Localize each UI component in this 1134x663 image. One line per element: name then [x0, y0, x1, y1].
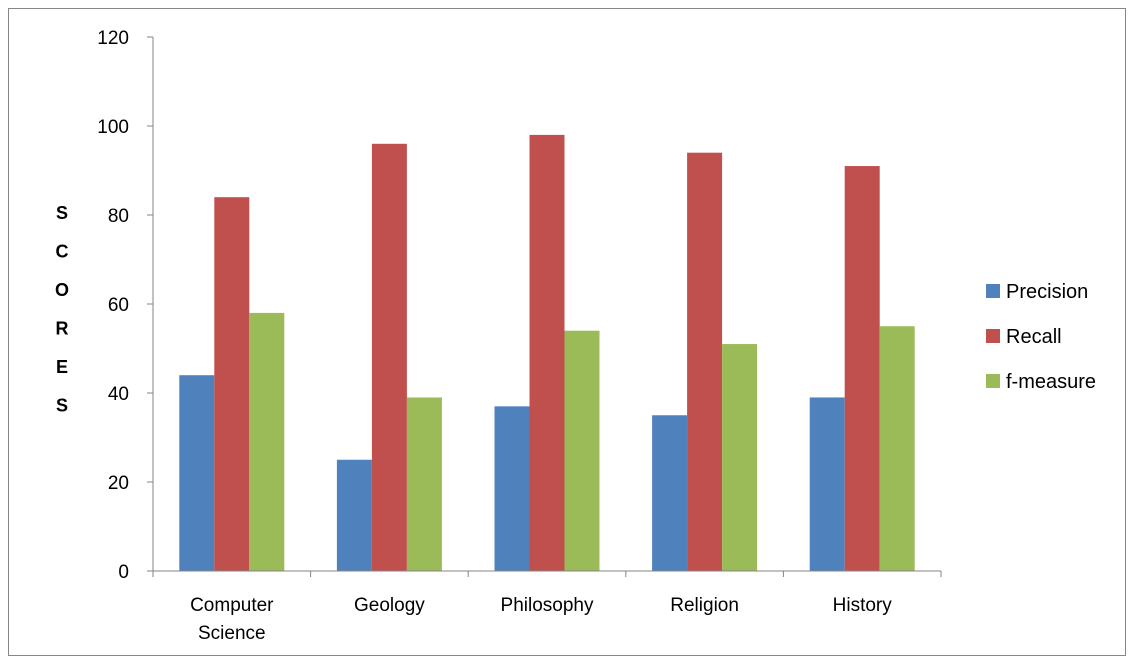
x-tick-label: Religion [670, 595, 739, 616]
y-tick-label: 0 [118, 562, 129, 583]
y-tick-label: 40 [108, 384, 129, 405]
bar-recall-computer-science [214, 197, 250, 571]
x-tick-label: Computer Science [190, 595, 274, 644]
bar-precision-geology [336, 459, 372, 571]
bar-recall-history [844, 166, 880, 572]
bar-precision-history [809, 397, 845, 571]
y-tick-label: 60 [108, 295, 129, 316]
bar-recall-religion [687, 152, 723, 571]
y-tick-label: 100 [97, 117, 129, 138]
bar-recall-geology [371, 143, 407, 572]
legend-label-precision: Precision [1006, 281, 1088, 303]
bar-f-measure-geology [406, 397, 442, 571]
y-tick-label: 120 [97, 28, 129, 49]
y-tick-label: 80 [108, 206, 129, 227]
bar-f-measure-computer-science [249, 312, 285, 571]
x-tick-label: History [833, 595, 893, 616]
legend-swatch-f-measure [986, 374, 1000, 388]
legend-swatch-recall [986, 329, 1000, 343]
x-tick-label: Geology [354, 595, 425, 616]
legend: Precision Recall f-measure [986, 281, 1096, 393]
bar-precision-religion [652, 415, 688, 571]
bar-f-measure-philosophy [564, 330, 600, 571]
labels-layer: 0 20 40 60 80 100 120 Computer Science Geology Phi… [55, 28, 892, 644]
bar-f-measure-history [879, 326, 915, 571]
bar-precision-philosophy [494, 406, 530, 571]
bars-layer [179, 134, 915, 572]
legend-label-recall: Recall [1006, 326, 1062, 348]
legend-label-f-measure: f-measure [1006, 371, 1096, 393]
x-tick-label: Philosophy [501, 595, 594, 616]
y-tick-label: 20 [108, 473, 129, 494]
bar-precision-computer-science [179, 375, 215, 571]
bar-f-measure-religion [722, 344, 758, 571]
axes-layer [147, 36, 942, 577]
bar-recall-philosophy [529, 134, 565, 571]
legend-swatch-precision [986, 284, 1000, 298]
